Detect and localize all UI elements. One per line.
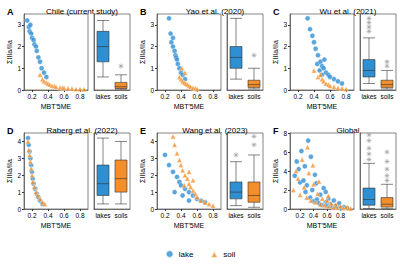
svg-text:Wang et al. (2023): Wang et al. (2023) (182, 126, 248, 135)
svg-text:Global: Global (336, 126, 359, 135)
svg-text:0.4: 0.4 (43, 212, 52, 219)
svg-text:0.6: 0.6 (192, 212, 201, 219)
svg-text:0.4: 0.4 (309, 212, 318, 219)
svg-text:soil: soil (223, 250, 235, 259)
svg-text:0.8: 0.8 (336, 212, 345, 219)
svg-text:0.4: 0.4 (176, 212, 185, 219)
svg-text:3: 3 (283, 21, 287, 28)
svg-text:2: 2 (17, 43, 21, 50)
svg-text:MBT'5ME: MBT'5ME (307, 103, 338, 110)
svg-text:0.8: 0.8 (208, 212, 217, 219)
svg-text:0: 0 (283, 206, 287, 213)
svg-text:0: 0 (17, 206, 21, 213)
svg-text:E: E (140, 126, 146, 136)
svg-text:0: 0 (283, 87, 287, 94)
svg-text:0.2: 0.2 (27, 212, 36, 219)
svg-text:0.2: 0.2 (160, 212, 169, 219)
svg-text:1: 1 (17, 189, 21, 196)
svg-text:2: 2 (283, 187, 287, 194)
svg-text:0.2: 0.2 (296, 212, 305, 219)
svg-text:3: 3 (17, 21, 21, 28)
svg-text:Raberg et al. (2022): Raberg et al. (2022) (46, 126, 117, 135)
svg-text:soils: soils (247, 93, 261, 100)
svg-text:4: 4 (17, 138, 21, 145)
svg-text:D: D (7, 126, 14, 136)
svg-text:lakes: lakes (228, 212, 244, 219)
svg-text:0.8: 0.8 (208, 93, 217, 100)
svg-text:1: 1 (150, 65, 154, 72)
svg-text:Wu et al. (2021): Wu et al. (2021) (320, 7, 377, 16)
svg-text:MBT'5ME: MBT'5ME (174, 103, 205, 110)
svg-text:Yao et al. (2020): Yao et al. (2020) (186, 7, 245, 16)
svg-text:1: 1 (283, 65, 287, 72)
svg-text:lakes: lakes (95, 212, 111, 219)
svg-text:lakes: lakes (228, 93, 244, 100)
svg-text:0.8: 0.8 (341, 93, 350, 100)
svg-text:ΣIIIa/IIa: ΣIIIa/IIa (272, 40, 279, 64)
svg-text:0.6: 0.6 (323, 212, 332, 219)
svg-text:F: F (273, 126, 279, 136)
svg-text:MBT'5ME: MBT'5ME (174, 222, 205, 229)
svg-text:MBT'5ME: MBT'5ME (41, 103, 72, 110)
svg-text:4: 4 (283, 168, 287, 175)
svg-text:soils: soils (114, 212, 128, 219)
svg-text:lakes: lakes (361, 212, 377, 219)
svg-text:Chile (current study): Chile (current study) (46, 7, 118, 16)
svg-text:2: 2 (150, 43, 154, 50)
svg-text:0: 0 (150, 206, 154, 213)
svg-text:ΣIIIa/IIa: ΣIIIa/IIa (139, 159, 146, 183)
svg-text:6: 6 (283, 149, 287, 156)
svg-text:0.8: 0.8 (75, 93, 84, 100)
svg-text:1: 1 (150, 189, 154, 196)
svg-text:3: 3 (17, 155, 21, 162)
svg-text:3: 3 (150, 21, 154, 28)
svg-text:0.8: 0.8 (75, 212, 84, 219)
svg-text:2: 2 (150, 172, 154, 179)
svg-text:C: C (273, 7, 280, 17)
svg-text:A: A (7, 7, 14, 17)
svg-text:0.2: 0.2 (293, 93, 302, 100)
svg-text:2: 2 (17, 172, 21, 179)
svg-text:ΣIIIa/IIa: ΣIIIa/IIa (6, 159, 13, 183)
svg-text:0.2: 0.2 (27, 93, 36, 100)
svg-text:soils: soils (380, 93, 394, 100)
svg-text:0: 0 (17, 87, 21, 94)
svg-text:0.2: 0.2 (160, 93, 169, 100)
svg-text:lakes: lakes (95, 93, 111, 100)
svg-text:MBT'5ME: MBT'5ME (41, 222, 72, 229)
svg-text:0.4: 0.4 (176, 93, 185, 100)
svg-text:0.6: 0.6 (59, 212, 68, 219)
svg-text:1: 1 (17, 65, 21, 72)
svg-text:MBT'5ME: MBT'5ME (307, 222, 338, 229)
svg-text:lakes: lakes (361, 93, 377, 100)
svg-text:0.6: 0.6 (192, 93, 201, 100)
svg-text:ΣIIIa/IIa: ΣIIIa/IIa (139, 40, 146, 64)
svg-text:3: 3 (150, 155, 154, 162)
svg-text:soils: soils (114, 93, 128, 100)
svg-text:ΣIIIa/IIa: ΣIIIa/IIa (272, 159, 279, 183)
svg-text:4: 4 (150, 138, 154, 145)
svg-text:B: B (140, 7, 147, 17)
svg-text:8: 8 (283, 130, 287, 137)
svg-text:0.4: 0.4 (43, 93, 52, 100)
svg-text:lake: lake (179, 250, 194, 259)
svg-text:0.6: 0.6 (325, 93, 334, 100)
svg-text:0: 0 (150, 87, 154, 94)
svg-text:soils: soils (380, 212, 394, 219)
svg-text:soils: soils (247, 212, 261, 219)
svg-text:ΣIIIa/IIa: ΣIIIa/IIa (6, 40, 13, 64)
svg-text:0.4: 0.4 (309, 93, 318, 100)
svg-text:0.6: 0.6 (59, 93, 68, 100)
svg-text:2: 2 (283, 43, 287, 50)
